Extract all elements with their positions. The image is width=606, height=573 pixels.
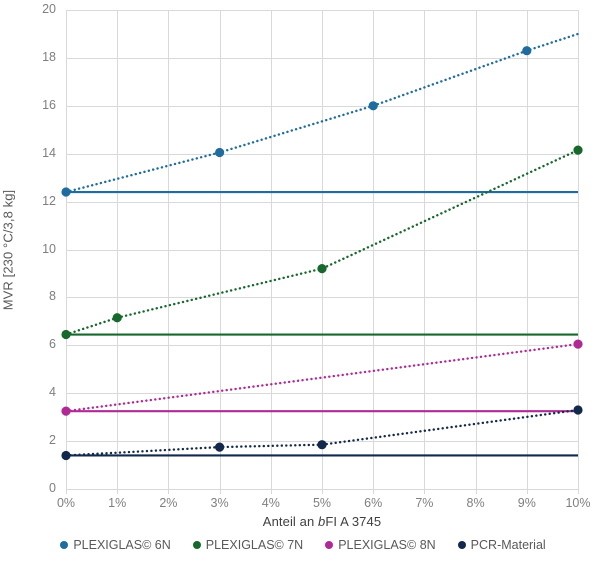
- chart-legend: PLEXIGLAS© 6N PLEXIGLAS© 7N PLEXIGLAS© 8N P…: [0, 538, 606, 552]
- y-tick-label: 6: [49, 337, 56, 352]
- series-marker-2: [61, 406, 71, 416]
- legend-marker-icon: [192, 541, 201, 549]
- legend-item-label: PLEXIGLAS© 7N: [205, 538, 304, 552]
- y-tick-label: 2: [49, 433, 56, 448]
- legend-item[interactable]: PLEXIGLAS© 6N: [60, 538, 171, 552]
- series-marker-3: [61, 450, 71, 461]
- series-marker-1: [61, 329, 71, 340]
- series-marker-2: [573, 339, 583, 349]
- legend-item-label: PLEXIGLAS© 8N: [338, 538, 436, 552]
- x-tick-label: 4%: [261, 496, 280, 510]
- legend-marker-icon: [325, 541, 334, 549]
- x-axis-title: Anteil an bFI A 3745: [66, 514, 578, 529]
- legend-item[interactable]: PCR-Material: [457, 538, 546, 552]
- series-marker-1: [112, 313, 122, 323]
- legend-marker-icon: [60, 541, 69, 549]
- series-marker-0: [61, 187, 71, 197]
- y-tick-label: 10: [42, 241, 56, 256]
- x-tick-label: 0%: [56, 496, 76, 510]
- x-tick-label: 5%: [312, 496, 332, 510]
- x-tick-label: 3%: [210, 496, 229, 510]
- x-axis-title-pre: Anteil an: [262, 514, 318, 529]
- legend-item[interactable]: PLEXIGLAS© 8N: [325, 538, 436, 552]
- legend-marker-icon: [457, 541, 466, 549]
- y-axis-title-text: MVR [230 °C/3,8 kg]: [0, 189, 16, 310]
- legend-item-label: PLEXIGLAS© 6N: [73, 538, 171, 552]
- legend-item-label: PCR-Material: [470, 538, 546, 552]
- series-marker-3: [317, 440, 327, 450]
- y-tick-label: 16: [42, 97, 56, 112]
- series-marker-3: [573, 405, 583, 415]
- y-tick-label: 4: [49, 385, 56, 400]
- series-marker-1: [317, 264, 327, 274]
- y-tick-label: 8: [49, 289, 56, 304]
- x-tick-label: 2%: [159, 496, 178, 510]
- y-axis-title: MVR [230 °C/3,8 kg]: [1, 189, 16, 310]
- series-trend-1: [64, 148, 580, 336]
- x-tick-label: 1%: [108, 496, 127, 510]
- x-tick-label: 10%: [565, 496, 591, 510]
- series-marker-0: [215, 147, 225, 158]
- y-tick-label: 20: [42, 2, 56, 16]
- x-tick-label: 7%: [415, 496, 434, 510]
- series-marker-0: [522, 46, 532, 56]
- x-tick-label: 9%: [517, 496, 536, 510]
- series-marker-1: [573, 145, 583, 155]
- series-marker-3: [215, 442, 225, 452]
- series-marker-0: [368, 101, 378, 111]
- series-trend-3: [64, 408, 580, 457]
- series-trend-2: [64, 342, 580, 413]
- x-tick-label: 6%: [364, 496, 383, 510]
- x-axis-title-post: FI A 3745: [325, 514, 382, 529]
- legend-item[interactable]: PLEXIGLAS© 7N: [192, 538, 304, 552]
- y-tick-label: 18: [42, 49, 56, 64]
- x-tick-label: 8%: [466, 496, 485, 510]
- y-tick-label: 12: [42, 193, 56, 208]
- x-axis-title-italic: b: [318, 514, 326, 529]
- y-tick-label: 0: [49, 481, 56, 495]
- y-tick-label: 14: [42, 145, 56, 160]
